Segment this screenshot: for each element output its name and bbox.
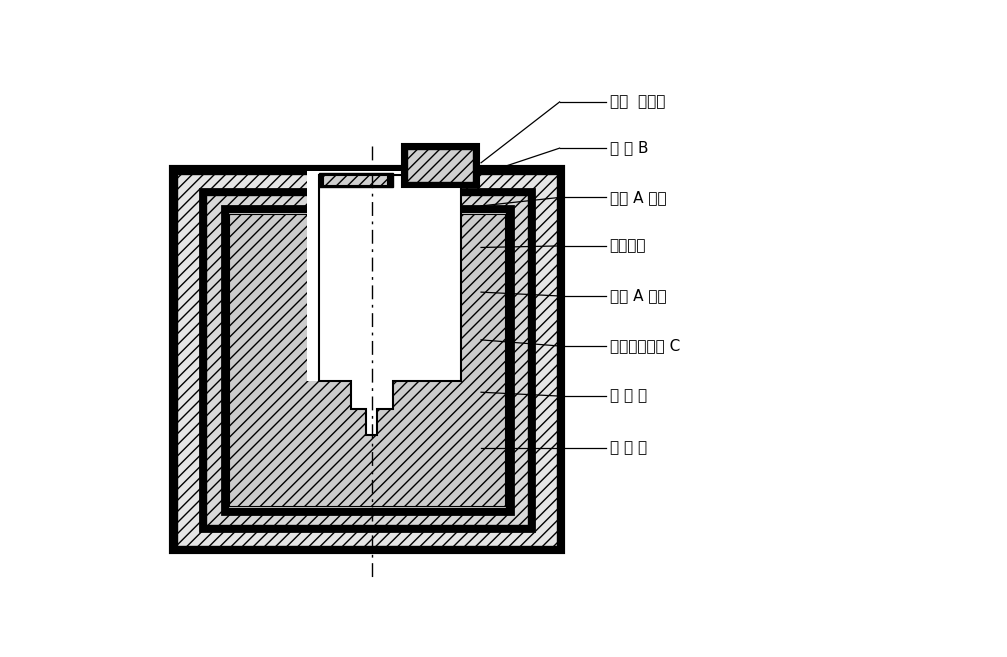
Polygon shape — [319, 175, 461, 434]
Bar — [177, 173, 557, 546]
Text: 耐火泥或材料 C: 耐火泥或材料 C — [609, 338, 680, 353]
Text: 鐵保护壳: 鐵保护壳 — [609, 238, 646, 254]
Bar — [222, 206, 513, 514]
Text: 刚玉  绵缘圈: 刚玉 绵缘圈 — [609, 95, 665, 110]
Bar — [171, 168, 564, 553]
Bar — [402, 145, 478, 187]
Text: 材 料 B: 材 料 B — [609, 141, 649, 156]
Bar — [407, 149, 473, 182]
Text: 保 温 砖: 保 温 砖 — [609, 388, 646, 403]
Bar — [319, 173, 393, 187]
Text: 材料 A 涂层: 材料 A 涂层 — [609, 288, 667, 304]
Bar — [323, 175, 387, 185]
Bar — [230, 214, 505, 506]
Text: 炉 外 壳: 炉 外 壳 — [609, 440, 646, 455]
Bar — [230, 214, 505, 506]
Bar — [206, 195, 528, 525]
Bar — [307, 171, 461, 380]
Text: 材料 A 涂层: 材料 A 涂层 — [609, 190, 667, 205]
Bar — [200, 189, 534, 531]
Bar — [228, 212, 507, 508]
